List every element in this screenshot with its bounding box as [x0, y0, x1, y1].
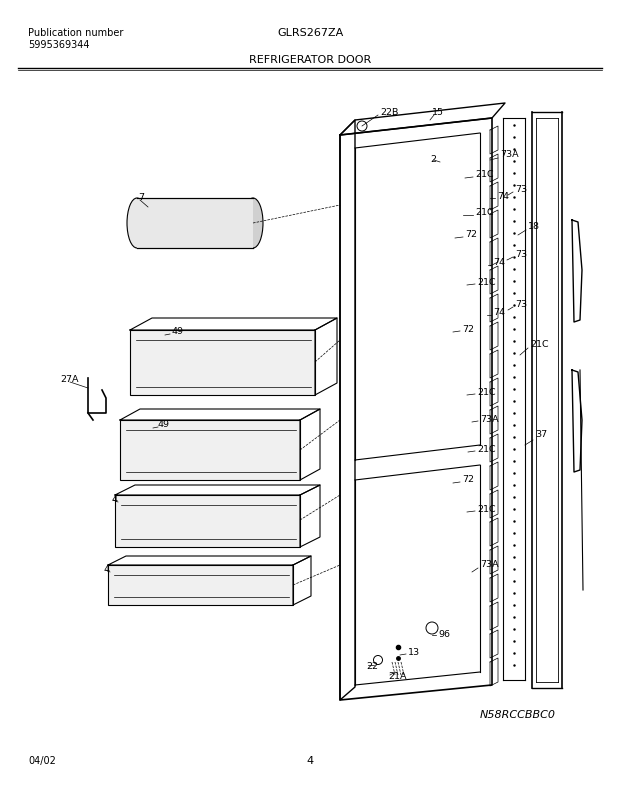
Circle shape [426, 622, 438, 634]
Text: 13: 13 [408, 648, 420, 657]
Ellipse shape [127, 198, 147, 248]
Text: 4: 4 [306, 756, 314, 766]
Text: 73: 73 [515, 250, 527, 259]
Ellipse shape [243, 198, 263, 248]
Bar [130, 330, 315, 395]
Text: 96: 96 [438, 630, 450, 639]
Text: 37: 37 [535, 430, 547, 439]
Text: 22B: 22B [380, 108, 399, 117]
Text: 72: 72 [462, 475, 474, 484]
Text: 21A: 21A [388, 672, 407, 681]
Text: 2: 2 [430, 155, 436, 164]
Text: 74: 74 [497, 192, 509, 201]
Bar [137, 198, 253, 248]
Text: 04/02: 04/02 [28, 756, 56, 766]
Text: 73A: 73A [500, 150, 518, 159]
Text: 21C: 21C [477, 445, 495, 454]
Text: GLRS267ZA: GLRS267ZA [277, 28, 343, 38]
Text: 21C: 21C [477, 505, 495, 514]
Text: 21C: 21C [477, 278, 495, 287]
Text: 72: 72 [465, 230, 477, 239]
Text: 22: 22 [366, 662, 378, 671]
Bar [108, 565, 293, 605]
Text: REFRIGERATOR DOOR: REFRIGERATOR DOOR [249, 55, 371, 65]
Text: 49: 49 [172, 327, 184, 336]
Text: 73: 73 [515, 185, 527, 194]
Text: 4: 4 [104, 565, 110, 574]
Text: 4: 4 [112, 495, 118, 504]
Text: 73A: 73A [480, 560, 498, 569]
Text: 72: 72 [462, 325, 474, 334]
Text: 74: 74 [493, 258, 505, 267]
Text: N58RCCBBC0: N58RCCBBC0 [480, 710, 556, 720]
Text: 74: 74 [493, 308, 505, 317]
Bar [120, 420, 300, 480]
Text: 21C: 21C [477, 388, 495, 397]
Text: Publication number: Publication number [28, 28, 123, 38]
Text: 73A: 73A [480, 415, 498, 424]
Text: 21C: 21C [475, 208, 494, 217]
Text: 49: 49 [158, 420, 170, 429]
Text: 15: 15 [432, 108, 444, 117]
Text: 5995369344: 5995369344 [28, 40, 89, 50]
Text: 7: 7 [138, 193, 144, 202]
Text: 27A: 27A [60, 375, 79, 384]
Text: 21C: 21C [530, 340, 549, 349]
Text: 21C: 21C [475, 170, 494, 179]
Bar [115, 495, 300, 547]
Text: 73: 73 [515, 300, 527, 309]
Text: 18: 18 [528, 222, 540, 231]
